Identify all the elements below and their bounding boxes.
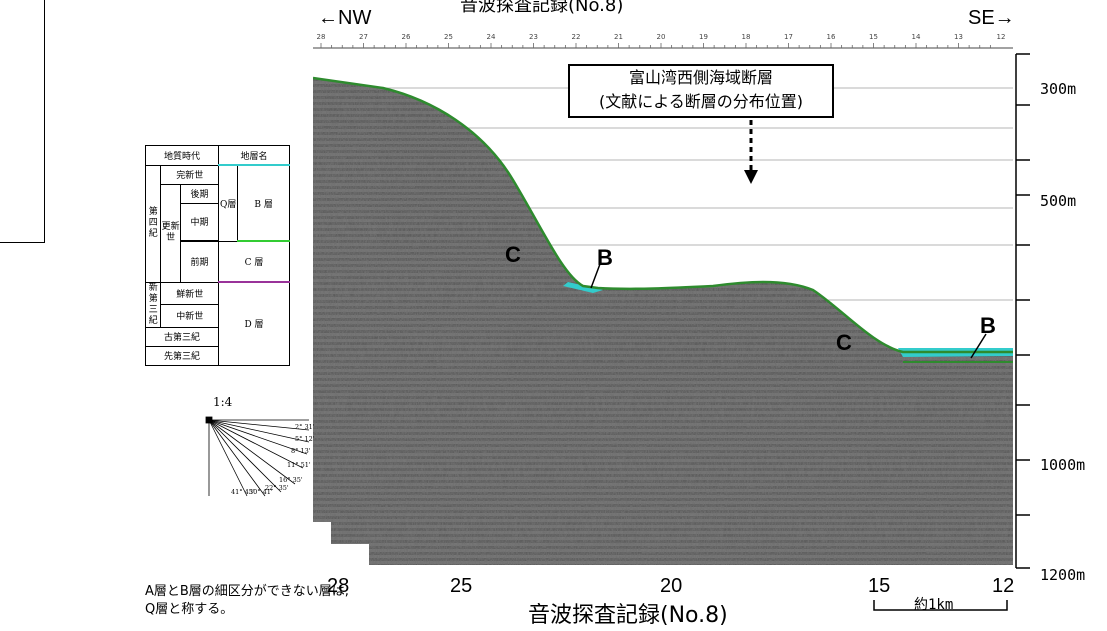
legend-quaternary: 第四紀 [144, 164, 162, 283]
legend-early: 前期 [179, 240, 220, 283]
shot-number-15: 15 [869, 33, 878, 41]
marker-b-left-leader [590, 263, 601, 289]
legend-b-layer: B 層 [237, 164, 290, 242]
bottom-axis-20: 20 [660, 575, 683, 597]
section-title: 音波探査記録(No.8) [528, 603, 728, 628]
shot-number-13: 13 [954, 33, 963, 41]
dip-angle-scale: 2° 31' 5° 12' 8° 13' 11° 51' 16° 35'22° 35'3… [205, 416, 315, 497]
shot-number-ruler: 28 27 26 25 24 23 22 21 20 19 18 17 16 15 14 13 12 [313, 33, 1013, 49]
shot-number-24: 24 [487, 33, 496, 41]
stratigraphy-legend: 地質時代 地層名 第四紀 完新世 Q層 B 層 更新世 後期 中期 前期 C 層… [144, 145, 290, 366]
top-title: 音波探査記録(No.8) [460, 0, 624, 16]
marker-c-right: C [836, 330, 852, 355]
scale-bar [873, 600, 1008, 611]
shot-number-26: 26 [402, 33, 411, 41]
dip-angle-label: 30° 41' [249, 488, 273, 496]
dip-angle-label: 41° 45' [231, 488, 255, 496]
marker-b-left: B [597, 245, 613, 270]
marker-b-right-leader [970, 333, 987, 359]
legend-pliocene: 鮮新世 [160, 281, 219, 305]
legend-d-layer: D 層 [218, 281, 290, 366]
legend-pre-tertiary: 先第三紀 [145, 345, 219, 366]
legend-c-layer: C 層 [218, 240, 290, 283]
fault-arrow [744, 120, 758, 184]
legend-header-unit: 地層名 [218, 145, 290, 166]
legend-holocene: 完新世 [160, 164, 219, 185]
depth-label-300: 300m [1040, 80, 1077, 98]
legend-paleogene: 古第三紀 [145, 326, 219, 347]
shot-number-21: 21 [614, 33, 623, 41]
dip-angle-label: 11° 51' [287, 461, 311, 469]
shot-number-22: 22 [572, 33, 581, 41]
shot-number-20: 20 [657, 33, 666, 41]
dip-angle-label: 5° 12' [295, 435, 315, 443]
shot-number-27: 27 [359, 33, 368, 41]
shot-number-25: 25 [444, 33, 453, 41]
shot-number-23: 23 [529, 33, 538, 41]
fault-annotation-box: 富山湾西側海域断層 (文献による断層の分布位置) [568, 64, 834, 118]
bottom-axis-12: 12 [992, 575, 1015, 597]
depth-label-1000: 1000m [1040, 456, 1086, 474]
shot-number-18: 18 [742, 33, 751, 41]
dip-angle-label: 16° 35' [279, 476, 303, 484]
dip-angle-label: 22° 35' [265, 484, 289, 492]
legend-q-layer: Q層 [217, 164, 239, 242]
shot-number-19: 19 [699, 33, 708, 41]
legend-header-age: 地質時代 [145, 145, 219, 166]
note-line2: Q層と称する。 [145, 602, 234, 617]
seismic-record [313, 76, 1013, 565]
fault-label-line2: (文献による断層の分布位置) [598, 92, 803, 111]
bottom-axis-28: 28 [327, 575, 350, 597]
dip-angle-label: 8° 13' [291, 447, 311, 455]
depth-label-500: 500m [1040, 192, 1077, 210]
shot-number-12: 12 [997, 33, 1006, 41]
se-direction-label: SE→ [968, 7, 1015, 29]
legend-pleistocene: 更新世 [160, 183, 181, 283]
marker-b-right: B [980, 313, 996, 338]
legend-neogene: 新第三紀 [144, 281, 162, 328]
note-line1: A層とB層の細区分ができない層は, [145, 584, 349, 599]
legend-miocene: 中新世 [160, 304, 219, 328]
bottom-axis-15: 15 [868, 575, 891, 597]
bottom-axis-25: 25 [450, 575, 473, 597]
dip-scale-ratio: 1:4 [213, 395, 233, 409]
left-panel-frame [0, 0, 45, 243]
shot-number-17: 17 [784, 33, 793, 41]
marker-c-left: C [505, 242, 521, 267]
fault-label-line1: 富山湾西側海域断層 [628, 68, 773, 87]
depth-label-1200: 1200m [1040, 566, 1086, 584]
nw-direction-label: ←NW [318, 7, 372, 29]
scale-bar-label: 約1km [914, 597, 954, 613]
depth-axis [1015, 53, 1030, 569]
legend-middle: 中期 [179, 202, 220, 241]
shot-number-28: 28 [317, 33, 326, 41]
legend-late: 後期 [179, 183, 220, 204]
shot-number-14: 14 [912, 33, 921, 41]
shot-number-16: 16 [827, 33, 836, 41]
dip-angle-label: 2° 31' [295, 423, 315, 431]
